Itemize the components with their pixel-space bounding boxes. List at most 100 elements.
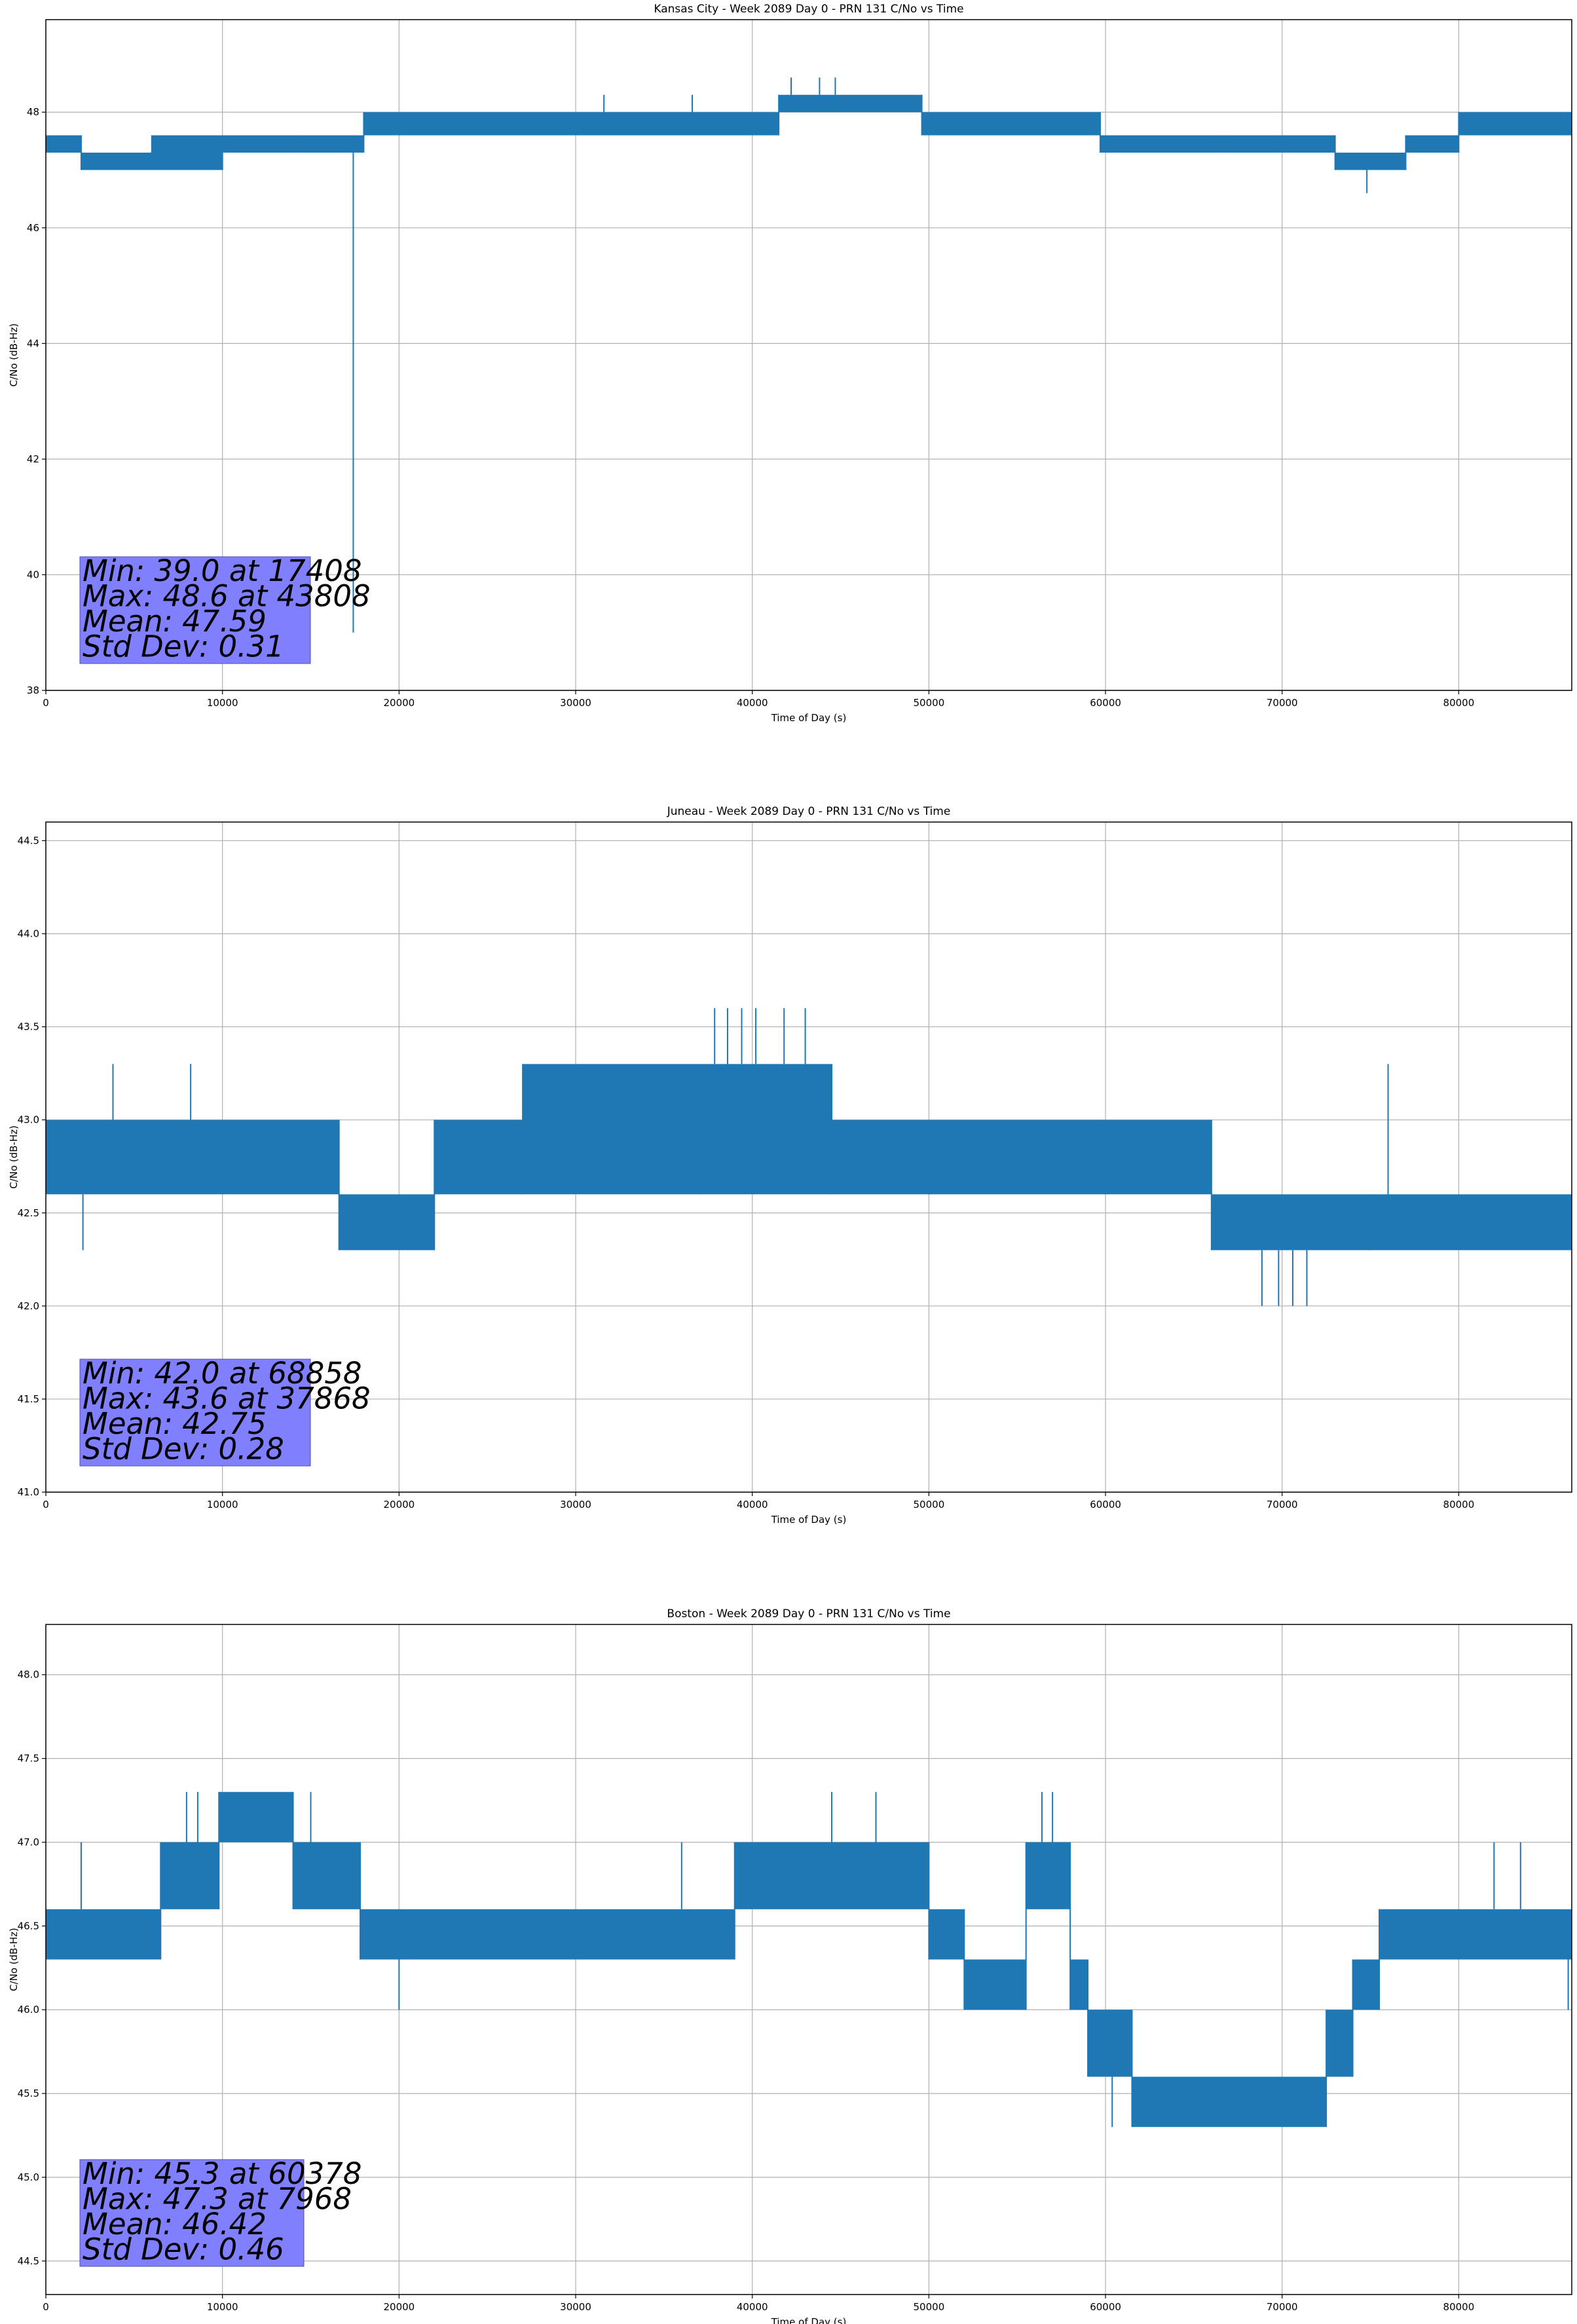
y-tick-label: 46.0: [18, 2004, 39, 2015]
data-band: [219, 1791, 293, 1843]
stats-line: Max: 48.6 at 43808: [83, 579, 371, 614]
x-tick-label: 10000: [207, 2301, 238, 2313]
data-band: [929, 1909, 965, 1960]
chart-title: Boston - Week 2089 Day 0 - PRN 131 C/No …: [667, 1607, 950, 1621]
y-tick-label: 43.5: [18, 1021, 39, 1033]
data-band: [222, 135, 303, 153]
stats-line: Mean: 42.75: [83, 1406, 267, 1441]
series-c-no: [46, 77, 1572, 633]
x-tick-label: 60000: [1090, 2301, 1121, 2313]
y-tick-label: 41.0: [18, 1486, 39, 1498]
x-tick-label: 0: [43, 1499, 49, 1510]
stats-box: [79, 1359, 311, 1467]
y-tick-label: 44.0: [18, 928, 39, 940]
stats-line: Mean: 46.42: [83, 2207, 267, 2241]
y-tick-label: 48.0: [18, 1669, 39, 1681]
stats-line: Std Dev: 0.31: [83, 629, 284, 664]
stats-line: Max: 43.6 at 37868: [83, 1381, 371, 1416]
x-tick-label: 30000: [560, 697, 591, 709]
x-tick-label: 0: [43, 2301, 49, 2313]
x-tick-label: 10000: [207, 697, 238, 709]
data-band: [46, 135, 81, 153]
x-tick-label: 80000: [1443, 1499, 1475, 1510]
x-axis-label: Time of Day (s): [771, 2316, 847, 2324]
data-band: [339, 1194, 435, 1250]
data-band: [1220, 135, 1335, 153]
y-tick-label: 38: [27, 684, 39, 696]
series-c-no: [46, 1791, 1572, 2127]
data-band: [1088, 2010, 1132, 2077]
data-band: [360, 1909, 735, 1960]
data-band: [434, 1119, 523, 1195]
stats-line: Min: 42.0 at 68858: [83, 1356, 362, 1391]
x-tick-label: 30000: [560, 1499, 591, 1510]
data-band: [1026, 1842, 1071, 1909]
x-axis-label: Time of Day (s): [771, 712, 847, 724]
x-tick-label: 80000: [1443, 697, 1475, 709]
x-tick-label: 20000: [383, 2301, 415, 2313]
y-axis-label: C/No (dB-Hz): [8, 324, 20, 387]
y-tick-label: 47.5: [18, 1753, 39, 1765]
y-tick-label: 44.5: [18, 2255, 39, 2267]
data-band: [734, 1842, 929, 1909]
y-tick-label: 48: [27, 106, 39, 118]
data-band: [1379, 1909, 1572, 1960]
data-band: [929, 1119, 1212, 1195]
data-band: [779, 94, 922, 113]
data-band: [293, 1842, 361, 1909]
y-axis-label: C/No (dB-Hz): [8, 1928, 20, 1991]
y-tick-label: 41.5: [18, 1393, 39, 1405]
y-tick-label: 43.0: [18, 1114, 39, 1126]
data-band: [699, 1064, 832, 1195]
stats-line: Std Dev: 0.46: [83, 2232, 284, 2267]
data-band: [1335, 153, 1406, 170]
chart-panel-juneau: 0 10000 20000 30000 40000 50000 60000 70000 8000…: [8, 805, 1572, 1526]
data-band: [964, 1959, 1026, 2010]
x-tick-label: 0: [43, 697, 49, 709]
data-band: [1370, 1194, 1572, 1250]
chart-panel-kansas-city: 0 10000 20000 30000 40000 50000 60000 70000 8000…: [8, 3, 1572, 724]
y-tick-label: 44: [27, 337, 39, 349]
stats-line: Min: 39.0 at 17408: [83, 553, 362, 588]
data-band: [1405, 135, 1459, 153]
x-tick-label: 20000: [383, 697, 415, 709]
data-band: [523, 1064, 699, 1195]
data-band: [1326, 2010, 1353, 2077]
x-tick-label: 10000: [207, 1499, 238, 1510]
y-tick-label: 46: [27, 222, 39, 234]
axes-frame: [45, 1624, 1572, 2295]
data-band: [46, 1119, 339, 1195]
stats-line: Max: 47.3 at 7968: [83, 2182, 352, 2217]
y-tick-label: 46.5: [18, 1920, 39, 1932]
stats-box: [79, 556, 311, 664]
data-band: [576, 112, 779, 136]
data-band: [921, 112, 1100, 136]
y-tick-label: 45.0: [18, 2171, 39, 2183]
x-tick-label: 70000: [1267, 1499, 1298, 1510]
stats-box: [79, 2159, 305, 2267]
data-band: [363, 112, 576, 136]
axes-frame: [45, 19, 1572, 691]
y-tick-label: 42.0: [18, 1300, 39, 1312]
x-tick-label: 60000: [1090, 697, 1121, 709]
y-axis-label: C/No (dB-Hz): [8, 1125, 20, 1189]
x-tick-label: 60000: [1090, 1499, 1121, 1510]
x-tick-label: 80000: [1443, 2301, 1475, 2313]
data-band: [1352, 1959, 1380, 2010]
data-band: [81, 153, 152, 170]
x-axis-label: Time of Day (s): [771, 1514, 847, 1526]
chart-panel-boston: 0 10000 20000 30000 40000 50000 60000 70000 8000…: [8, 1607, 1572, 2324]
x-tick-label: 50000: [914, 2301, 945, 2313]
y-tick-label: 42: [27, 453, 39, 465]
y-tick-label: 45.5: [18, 2088, 39, 2099]
x-tick-label: 70000: [1267, 2301, 1298, 2313]
data-band: [160, 1842, 219, 1909]
data-band: [302, 135, 364, 153]
chart-title: Kansas City - Week 2089 Day 0 - PRN 131 …: [654, 3, 963, 16]
data-band: [1100, 135, 1221, 153]
data-band: [1458, 112, 1572, 136]
data-band: [832, 1119, 929, 1195]
chart-title: Juneau - Week 2089 Day 0 - PRN 131 C/No …: [667, 805, 951, 818]
y-tick-label: 42.5: [18, 1207, 39, 1219]
